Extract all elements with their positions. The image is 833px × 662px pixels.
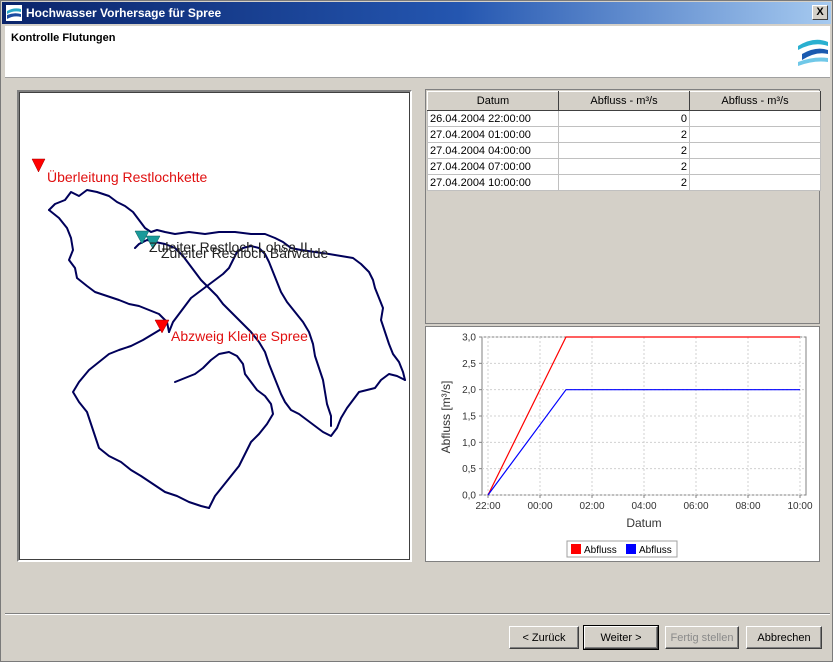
- chart-legend: Abfluss Abfluss: [566, 540, 678, 558]
- cell-abfluss-2[interactable]: [689, 126, 821, 143]
- page-heading: Kontrolle Flutungen: [11, 32, 116, 44]
- table-row[interactable]: 26.04.2004 22:00:00 0: [427, 110, 821, 127]
- column-header-abfluss-2[interactable]: Abfluss - m³/s: [689, 91, 821, 111]
- discharge-chart: 22:00 00:00 02:00 04:00 06:00 08:00 10:00 0,0 0,…: [426, 327, 819, 561]
- next-button[interactable]: Weiter >: [583, 625, 659, 650]
- river-line-loop: [168, 245, 332, 427]
- lohsa-label: Zuleiter Restloch Lohsa II: [149, 239, 308, 255]
- finish-button[interactable]: Fertig stellen: [665, 626, 739, 649]
- chart-panel: 22:00 00:00 02:00 04:00 06:00 08:00 10:00 0,0 0,…: [425, 326, 820, 562]
- wizard-header: Kontrolle Flutungen: [5, 26, 830, 78]
- y-tick-label: 0,0: [462, 491, 476, 502]
- legend-swatch-blue: [626, 544, 636, 554]
- window-title: Hochwasser Vorhersage für Spree: [26, 6, 222, 20]
- y-tick-label: 2,5: [462, 359, 476, 370]
- river-line-channel: [134, 239, 406, 437]
- river-line-south: [72, 327, 210, 509]
- table-row[interactable]: 27.04.2004 10:00:00 2: [427, 174, 821, 191]
- discharge-table[interactable]: Datum Abfluss - m³/s Abfluss - m³/s 26.0…: [427, 91, 821, 191]
- y-tick-label: 1,0: [462, 438, 476, 449]
- river-map[interactable]: Überleitung Restlochkette Zuleiter Restl…: [19, 92, 410, 560]
- cancel-button[interactable]: Abbrechen: [746, 626, 822, 649]
- cell-abfluss-2[interactable]: [689, 158, 821, 175]
- cell-abfluss-2[interactable]: [689, 142, 821, 159]
- lohsa-marker-icon[interactable]: [134, 230, 150, 245]
- river-line-spree: [174, 351, 274, 509]
- data-table-panel[interactable]: Datum Abfluss - m³/s Abfluss - m³/s 26.0…: [425, 89, 821, 324]
- river-line-north: [48, 189, 406, 381]
- abzweig-label: Abzweig Kleine Spree: [171, 328, 308, 344]
- cell-abfluss-1[interactable]: 0: [558, 110, 690, 127]
- cell-datum[interactable]: 27.04.2004 10:00:00: [427, 174, 559, 191]
- x-tick-label: 22:00: [475, 501, 500, 512]
- y-tick-label: 2,0: [462, 385, 476, 396]
- footer-separator: [5, 613, 830, 615]
- x-axis-label: Datum: [626, 516, 661, 530]
- series-line-1: [487, 336, 800, 496]
- table-row[interactable]: 27.04.2004 01:00:00 2: [427, 126, 821, 143]
- legend-label-2: Abfluss: [639, 545, 672, 556]
- y-tick-label: 1,5: [462, 412, 476, 423]
- x-tick-label: 04:00: [631, 501, 656, 512]
- table-row[interactable]: 27.04.2004 04:00:00 2: [427, 142, 821, 159]
- column-header-datum[interactable]: Datum: [427, 91, 559, 111]
- cell-abfluss-1[interactable]: 2: [558, 126, 690, 143]
- ueberleitung-marker-icon[interactable]: [31, 158, 46, 173]
- title-bar[interactable]: Hochwasser Vorhersage für Spree X: [2, 2, 831, 24]
- cell-datum[interactable]: 26.04.2004 22:00:00: [427, 110, 559, 127]
- app-icon: [6, 5, 22, 21]
- legend-label-1: Abfluss: [584, 545, 617, 556]
- x-tick-label: 08:00: [735, 501, 760, 512]
- ueberleitung-label: Überleitung Restlochkette: [47, 168, 208, 185]
- x-tick-label: 10:00: [787, 501, 812, 512]
- cell-datum[interactable]: 27.04.2004 01:00:00: [427, 126, 559, 143]
- back-button[interactable]: < Zurück: [509, 626, 579, 649]
- table-row[interactable]: 27.04.2004 07:00:00 2: [427, 158, 821, 175]
- cell-datum[interactable]: 27.04.2004 04:00:00: [427, 142, 559, 159]
- abzweig-marker-icon[interactable]: [154, 319, 170, 334]
- river-line-west: [48, 209, 170, 333]
- y-tick-label: 0,5: [462, 464, 476, 475]
- column-header-abfluss-1[interactable]: Abfluss - m³/s: [558, 91, 690, 111]
- y-axis-label: Abfluss [m³/s]: [439, 381, 453, 454]
- cell-abfluss-2[interactable]: [689, 110, 821, 127]
- baerwalde-marker-icon[interactable]: [145, 235, 161, 250]
- map-panel[interactable]: Überleitung Restlochkette Zuleiter Restl…: [17, 90, 412, 562]
- y-tick-label: 3,0: [462, 333, 476, 344]
- baerwalde-label: Zuleiter Restloch Bärwalde: [161, 245, 329, 261]
- cell-abfluss-1[interactable]: 2: [558, 142, 690, 159]
- cell-abfluss-1[interactable]: 2: [558, 158, 690, 175]
- close-button[interactable]: X: [812, 5, 828, 20]
- legend-swatch-red: [571, 544, 581, 554]
- cell-abfluss-2[interactable]: [689, 174, 821, 191]
- x-tick-label: 02:00: [579, 501, 604, 512]
- wave-logo-icon: [798, 39, 828, 66]
- x-tick-label: 00:00: [527, 501, 552, 512]
- table-header-row: Datum Abfluss - m³/s Abfluss - m³/s: [427, 91, 821, 111]
- cell-abfluss-1[interactable]: 2: [558, 174, 690, 191]
- series-line-2: [487, 389, 800, 496]
- x-tick-label: 06:00: [683, 501, 708, 512]
- cell-datum[interactable]: 27.04.2004 07:00:00: [427, 158, 559, 175]
